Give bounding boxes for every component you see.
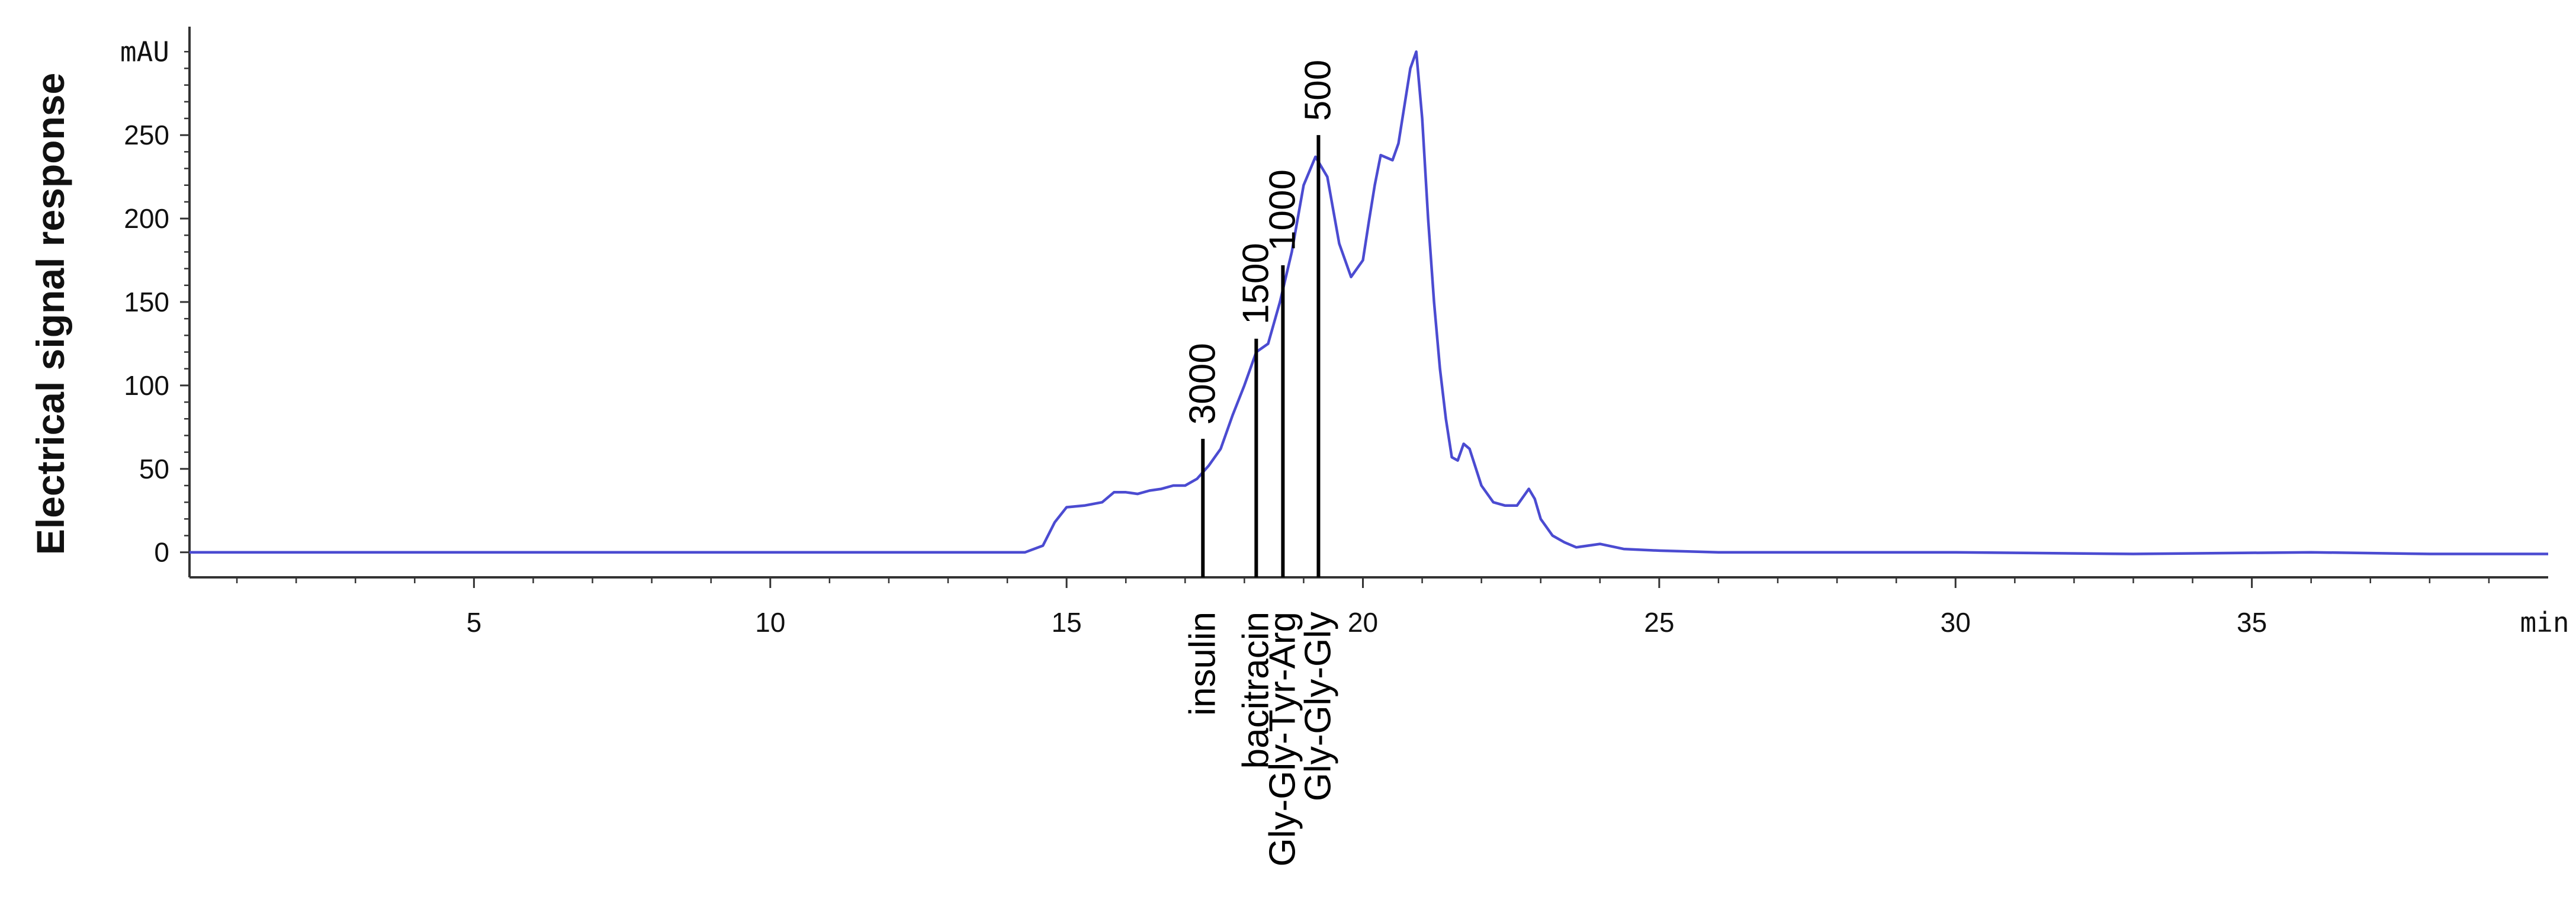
standard-name-label: bacitracin (1235, 612, 1276, 769)
calibration-standards: 3000 insulin 1500 bacitracin 1000 Gly-Gly-Tyr… (1182, 60, 1338, 867)
molecular-weight-label: 3000 (1182, 343, 1223, 425)
y-tick-label: 100 (124, 370, 169, 401)
x-tick-label: 35 (2237, 607, 2267, 638)
y-tick-label: 50 (139, 454, 169, 484)
y-unit-label: mAU (120, 36, 169, 68)
x-tick-label: 10 (755, 607, 785, 638)
x-unit-label: min (2520, 606, 2569, 638)
x-tick-label: 5 (467, 607, 482, 638)
molecular-weight-label: 1500 (1235, 243, 1276, 324)
y-axis: 0 50 100 150 200 250 mAU (120, 27, 191, 577)
y-tick-label: 250 (124, 120, 169, 150)
y-tick-label: 200 (124, 203, 169, 234)
x-tick-label: 15 (1052, 607, 1082, 638)
y-axis-title: Electrical signal response (28, 73, 72, 555)
x-tick-label: 20 (1348, 607, 1378, 638)
y-tick-label: 0 (154, 537, 169, 568)
standard-name-label: insulin (1182, 612, 1223, 716)
signal-trace (189, 50, 2548, 555)
standard-name-label: Gly-Gly-Gly (1297, 612, 1338, 801)
standard-name-label: Gly-Gly-Tyr-Arg (1262, 612, 1303, 867)
x-axis: 5 10 15 20 25 30 35 min (189, 576, 2569, 638)
x-tick-label: 30 (1941, 607, 1971, 638)
y-tick-label: 150 (124, 287, 169, 317)
molecular-weight-label: 500 (1297, 60, 1338, 121)
x-tick-label: 25 (1644, 607, 1674, 638)
molecular-weight-label: 1000 (1262, 169, 1303, 251)
